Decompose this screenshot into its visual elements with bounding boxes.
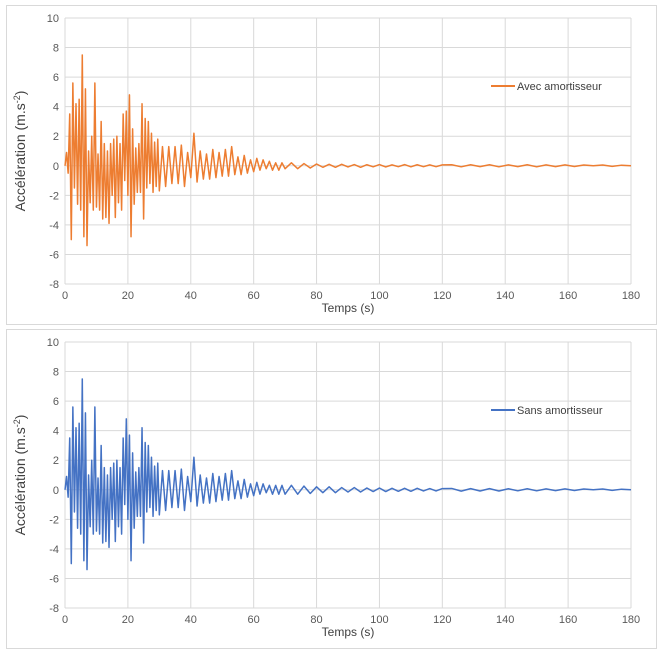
x-tick-label: 180 <box>622 290 640 302</box>
chart-panel-avec-amortisseur: -8 -6 -4 -2 0 2 4 6 8 10 0 20 40 60 80 100 120 140 160 180 T… <box>6 5 657 325</box>
y-tick-label: -8 <box>49 603 59 615</box>
x-tick-label: 120 <box>433 290 451 302</box>
x-tick-label: 80 <box>310 290 322 302</box>
x-tick-label: 60 <box>248 614 260 626</box>
y-tick-label: 8 <box>53 367 59 379</box>
y-tick-label: -2 <box>49 190 59 202</box>
y-tick-label: 8 <box>53 43 59 55</box>
y-tick-label: 4 <box>53 102 59 114</box>
y-tick-label: 10 <box>47 337 59 349</box>
x-tick-label: 40 <box>185 290 197 302</box>
y-tick-label: -6 <box>49 573 59 585</box>
x-tick-label: 40 <box>185 614 197 626</box>
x-tick-label: 100 <box>370 290 388 302</box>
x-tick-label: 140 <box>496 614 514 626</box>
x-tick-label: 100 <box>370 614 388 626</box>
series-line <box>64 54 632 247</box>
y-tick-label: 2 <box>53 455 59 467</box>
x-tick-label: 160 <box>559 614 577 626</box>
y-tick-label: 6 <box>53 72 59 84</box>
x-tick-label: 180 <box>622 614 640 626</box>
y-tick-label: 0 <box>53 161 59 173</box>
y-axis-title: Accélération (m.s-2) <box>12 415 28 536</box>
x-axis-title: Temps (s) <box>322 301 375 315</box>
x-tick-label: 0 <box>62 290 68 302</box>
x-axis-title: Temps (s) <box>322 625 375 639</box>
y-tick-label: 6 <box>53 396 59 408</box>
y-axis-title: Accélération (m.s-2) <box>12 91 28 212</box>
x-tick-label: 160 <box>559 290 577 302</box>
series-line <box>64 378 632 571</box>
y-tick-label: 4 <box>53 426 59 438</box>
legend-label: Avec amortisseur <box>517 81 602 93</box>
x-tick-label: 20 <box>122 614 134 626</box>
legend-label: Sans amortisseur <box>517 405 603 417</box>
x-tick-label: 0 <box>62 614 68 626</box>
x-tick-label: 80 <box>310 614 322 626</box>
chart-panel-sans-amortisseur: -8 -6 -4 -2 0 2 4 6 8 10 0 20 40 60 80 100 120 140 160 180 T… <box>6 329 657 649</box>
y-tick-label: 2 <box>53 131 59 143</box>
y-tick-label: -2 <box>49 514 59 526</box>
y-tick-label: 10 <box>47 13 59 25</box>
y-tick-label: -8 <box>49 279 59 291</box>
y-tick-label: -6 <box>49 249 59 261</box>
y-tick-label: -4 <box>49 544 59 556</box>
x-tick-label: 20 <box>122 290 134 302</box>
x-tick-label: 120 <box>433 614 451 626</box>
x-tick-label: 140 <box>496 290 514 302</box>
x-tick-label: 60 <box>248 290 260 302</box>
y-tick-label: 0 <box>53 485 59 497</box>
y-tick-label: -4 <box>49 220 59 232</box>
